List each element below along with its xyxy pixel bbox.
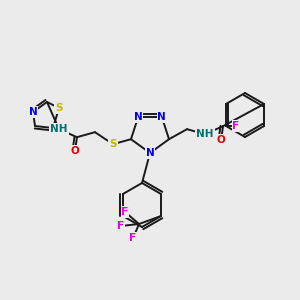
Text: O: O [70, 146, 80, 156]
Text: N: N [134, 112, 142, 122]
Text: F: F [130, 233, 136, 243]
Text: F: F [232, 121, 239, 131]
Text: F: F [122, 207, 129, 217]
Text: NH: NH [50, 124, 68, 134]
Text: N: N [158, 112, 166, 122]
Text: NH: NH [50, 124, 68, 134]
Text: F: F [118, 221, 124, 231]
Text: NH: NH [196, 129, 214, 139]
Text: O: O [217, 135, 225, 145]
Text: S: S [55, 103, 63, 113]
Text: O: O [70, 146, 80, 156]
Text: N: N [146, 148, 154, 158]
Text: N: N [134, 112, 142, 122]
Text: N: N [146, 148, 154, 158]
Text: S: S [109, 139, 117, 149]
Text: O: O [217, 135, 225, 145]
Text: F: F [118, 221, 124, 231]
Text: N: N [158, 112, 166, 122]
Text: N: N [28, 107, 38, 117]
Text: F: F [130, 233, 136, 243]
Text: S: S [55, 103, 63, 113]
Text: F: F [232, 121, 239, 131]
Text: N: N [28, 107, 38, 117]
Text: NH: NH [196, 129, 214, 139]
Text: F: F [122, 207, 129, 217]
Text: S: S [109, 139, 117, 149]
